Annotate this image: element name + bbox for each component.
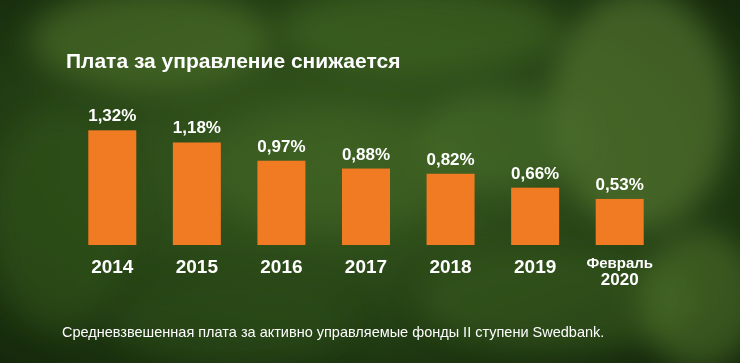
- background: [0, 0, 740, 363]
- bar: [342, 169, 390, 245]
- x-tick-label: 2019: [514, 256, 556, 277]
- footnote: Средневзвешенная плата за активно управл…: [62, 324, 604, 340]
- bars: [88, 130, 643, 245]
- x-tick-label-line: 2020: [601, 270, 639, 289]
- x-tick-label-line: 2017: [345, 256, 387, 277]
- title: Плата за управление снижается: [66, 49, 400, 72]
- data-label: 1,18%: [173, 118, 221, 137]
- x-tick-label: 2016: [260, 256, 302, 277]
- x-tick-label-line: 2016: [260, 256, 302, 277]
- bar: [427, 174, 475, 245]
- shade: [0, 0, 740, 363]
- x-tick-labels: 2014 2015 2016 2017 2018 2019 Февраль2020: [91, 254, 653, 289]
- x-tick-label: 2017: [345, 256, 387, 277]
- bar: [511, 188, 559, 245]
- x-tick-label: 2014: [91, 256, 134, 277]
- data-label: 0,82%: [426, 150, 474, 169]
- bar: [257, 161, 305, 245]
- leaves: [0, 0, 740, 363]
- x-tick-label-line: 2014: [91, 256, 134, 277]
- data-label: 0,66%: [511, 164, 559, 183]
- data-label: 0,88%: [342, 145, 390, 164]
- bar: [173, 142, 221, 245]
- bar: [88, 130, 136, 245]
- x-tick-label-line: 2019: [514, 256, 556, 277]
- data-label: 0,53%: [596, 175, 644, 194]
- data-label: 1,32%: [88, 106, 136, 125]
- x-tick-label-line: Февраль: [586, 254, 653, 271]
- data-labels: 1,32% 1,18% 0,97% 0,88% 0,82% 0,66% 0,53%: [88, 106, 644, 194]
- x-tick-label: 2015: [176, 256, 219, 277]
- x-tick-label-line: 2018: [429, 256, 471, 277]
- chart: Плата за управление снижается 1,32% 1,18% 0…: [0, 0, 740, 363]
- x-tick-label-line: 2015: [176, 256, 219, 277]
- x-tick-label: Февраль2020: [586, 254, 653, 289]
- bar: [596, 199, 644, 245]
- data-label: 0,97%: [257, 137, 305, 156]
- x-tick-label: 2018: [429, 256, 471, 277]
